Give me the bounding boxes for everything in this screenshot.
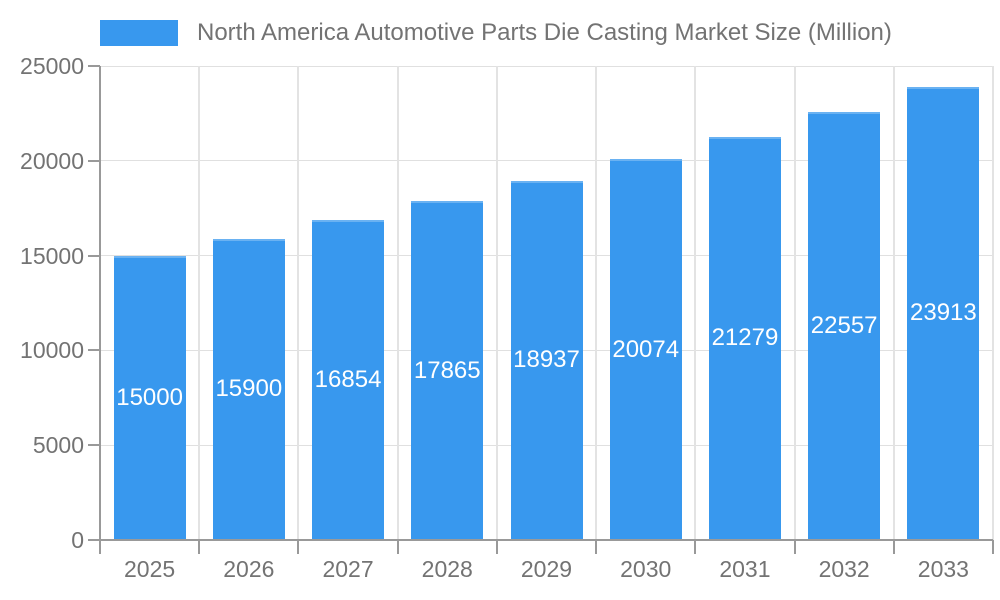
- bar[interactable]: [609, 159, 682, 540]
- x-axis-tick: [198, 540, 201, 554]
- h-gridline: [100, 160, 993, 162]
- bar-value-label: 22557: [810, 312, 878, 340]
- y-axis-tick: [88, 444, 100, 447]
- y-axis-tick: [88, 159, 100, 162]
- x-axis-tick-label: 2026: [223, 556, 275, 582]
- bar[interactable]: [510, 180, 583, 540]
- v-gridline: [595, 66, 598, 540]
- y-axis-tick: [88, 539, 100, 541]
- x-axis-tick-label: 2030: [620, 556, 672, 582]
- bar-value-label: 16854: [314, 366, 382, 394]
- y-axis-tick-label: 10000: [20, 337, 84, 364]
- y-axis-tick-label: 15000: [20, 242, 84, 269]
- bar-value-label: 18937: [513, 346, 580, 374]
- h-gridline: [100, 65, 993, 67]
- y-axis-tick-label: 20000: [20, 147, 84, 174]
- bar[interactable]: [708, 136, 781, 540]
- v-gridline: [495, 66, 498, 540]
- x-axis-tick: [297, 540, 300, 554]
- bar-value-label: 21279: [711, 324, 779, 352]
- v-gridline: [396, 66, 399, 540]
- x-axis-tick-label: 2031: [719, 556, 771, 582]
- x-axis-tick: [793, 540, 796, 554]
- bar-value-label: 15000: [116, 383, 183, 411]
- y-axis-tick: [88, 254, 100, 257]
- v-gridline: [694, 66, 697, 540]
- bar[interactable]: [907, 86, 980, 540]
- x-axis-tick: [495, 540, 498, 554]
- x-axis-tick-label: 2032: [818, 556, 870, 582]
- bar[interactable]: [212, 238, 285, 540]
- x-axis-tick-label: 2028: [421, 556, 473, 582]
- x-axis-tick-label: 2025: [124, 556, 176, 582]
- x-axis-line: [100, 539, 993, 541]
- legend-label: North America Automotive Parts Die Casti…: [197, 19, 892, 46]
- x-axis-tick-label: 2029: [520, 556, 573, 582]
- bar-value-label: 20074: [612, 335, 680, 363]
- x-axis-tick: [892, 540, 895, 554]
- bar-value-label: 15900: [215, 375, 283, 403]
- v-gridline: [793, 66, 796, 540]
- x-axis-tick: [396, 540, 399, 554]
- x-axis-tick-label: 2027: [322, 556, 374, 582]
- x-axis-tick: [694, 540, 697, 554]
- y-axis-tick: [88, 349, 100, 352]
- bar-value-label: 23913: [910, 299, 977, 327]
- y-axis-tick-label: 5000: [32, 432, 84, 459]
- bar[interactable]: [808, 112, 881, 540]
- v-gridline: [297, 66, 300, 540]
- bar-value-label: 17865: [413, 356, 481, 384]
- bar[interactable]: [312, 220, 385, 540]
- y-axis-tick-label: 25000: [20, 53, 84, 79]
- x-axis-tick: [992, 540, 994, 554]
- bar[interactable]: [113, 255, 186, 540]
- v-gridline: [198, 66, 201, 540]
- x-axis-tick: [595, 540, 598, 554]
- y-axis-tick: [88, 65, 100, 67]
- legend-swatch-icon: [100, 20, 178, 46]
- y-axis-tick-label: 0: [71, 527, 84, 553]
- bar[interactable]: [411, 201, 484, 540]
- x-axis-tick-label: 2033: [917, 556, 969, 582]
- v-gridline: [892, 66, 895, 540]
- y-axis-line: [99, 66, 101, 554]
- v-gridline: [992, 66, 994, 540]
